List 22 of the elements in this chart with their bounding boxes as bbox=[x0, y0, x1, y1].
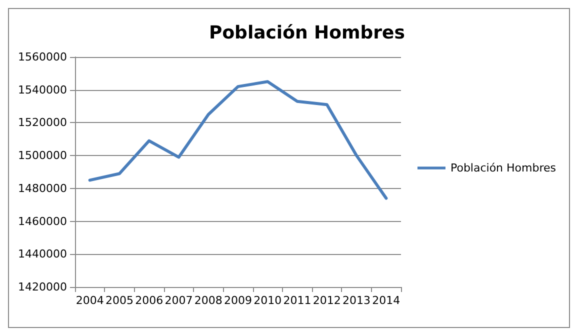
y-tick-label: 1540000 bbox=[18, 83, 67, 96]
x-tick-label: 2007 bbox=[164, 294, 193, 307]
line-series bbox=[88, 80, 388, 200]
x-tick-label: 2012 bbox=[312, 294, 341, 307]
x-tick-label: 2011 bbox=[283, 294, 312, 307]
y-tick-label: 1520000 bbox=[18, 116, 67, 130]
x-tick-label: 2006 bbox=[135, 294, 164, 307]
y-tick-label: 1500000 bbox=[18, 149, 67, 162]
x-tick-label: 2014 bbox=[372, 294, 400, 307]
x-tick-label: 2010 bbox=[254, 294, 282, 307]
y-tick-label: 1440000 bbox=[18, 248, 67, 261]
x-tick-label: 2004 bbox=[76, 294, 104, 307]
y-tick-label: 1460000 bbox=[18, 214, 67, 228]
x-tick-label: 2008 bbox=[194, 294, 222, 307]
y-tick-label: 1420000 bbox=[18, 280, 67, 294]
x-tick-label: 2005 bbox=[105, 294, 134, 307]
x-tick-label: 2009 bbox=[224, 294, 252, 307]
legend-label: Población Hombres bbox=[450, 162, 556, 174]
y-tick-label: 1480000 bbox=[18, 182, 67, 195]
y-tick-label: 1560000 bbox=[18, 50, 67, 64]
x-tick-label: 2013 bbox=[342, 294, 371, 307]
chart-title: Población Hombres bbox=[209, 22, 405, 44]
